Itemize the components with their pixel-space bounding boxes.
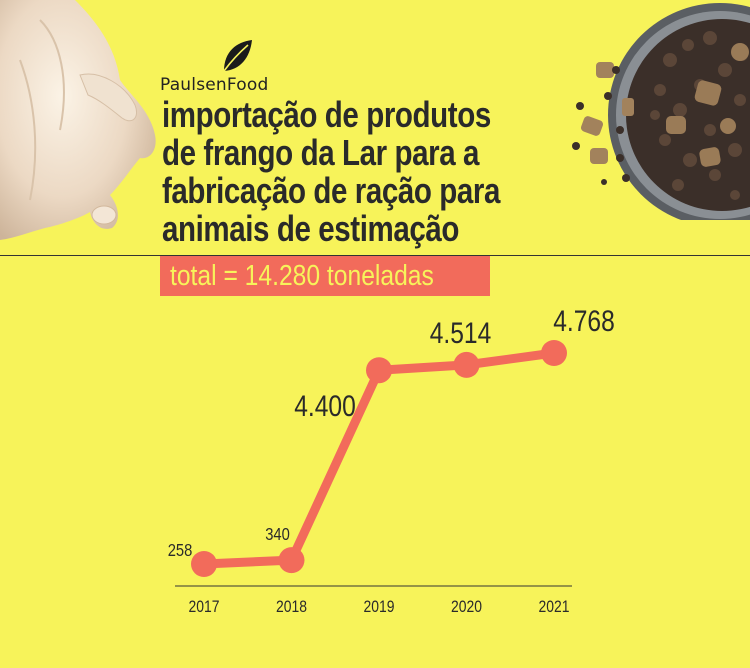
data-label: 258 <box>168 541 193 561</box>
x-tick-label: 2020 <box>451 598 482 617</box>
x-tick-label: 2017 <box>189 598 220 617</box>
x-tick-label: 2021 <box>539 598 570 617</box>
series-line <box>199 348 559 569</box>
x-tick-label: 2019 <box>364 598 395 617</box>
x-tick-label: 2018 <box>276 598 307 617</box>
pet-food-bowl-image <box>572 3 750 220</box>
data-point <box>453 351 480 378</box>
page-title: importação de produtos de frango da Lar … <box>162 94 501 249</box>
data-point <box>191 551 217 577</box>
data-label: 4.768 <box>553 304 615 338</box>
data-point <box>366 357 392 384</box>
leaf-icon <box>223 40 252 72</box>
title-line: animais de estimação <box>162 208 459 249</box>
raw-chicken-image <box>0 0 156 240</box>
brand-name: PaulsenFood <box>160 75 269 95</box>
title-line: fabricação de ração para <box>162 170 501 211</box>
total-badge: total = 14.280 toneladas <box>160 256 491 296</box>
total-label: total = 14.280 toneladas <box>170 260 434 292</box>
title-line: de frango da Lar para a <box>162 132 480 173</box>
data-point <box>278 547 305 574</box>
title-line: importação de produtos <box>162 94 491 135</box>
data-label: 340 <box>265 525 290 545</box>
divider-line <box>0 255 750 256</box>
data-label: 4.514 <box>430 316 492 350</box>
data-point <box>541 340 567 366</box>
data-label: 4.400 <box>294 389 356 423</box>
